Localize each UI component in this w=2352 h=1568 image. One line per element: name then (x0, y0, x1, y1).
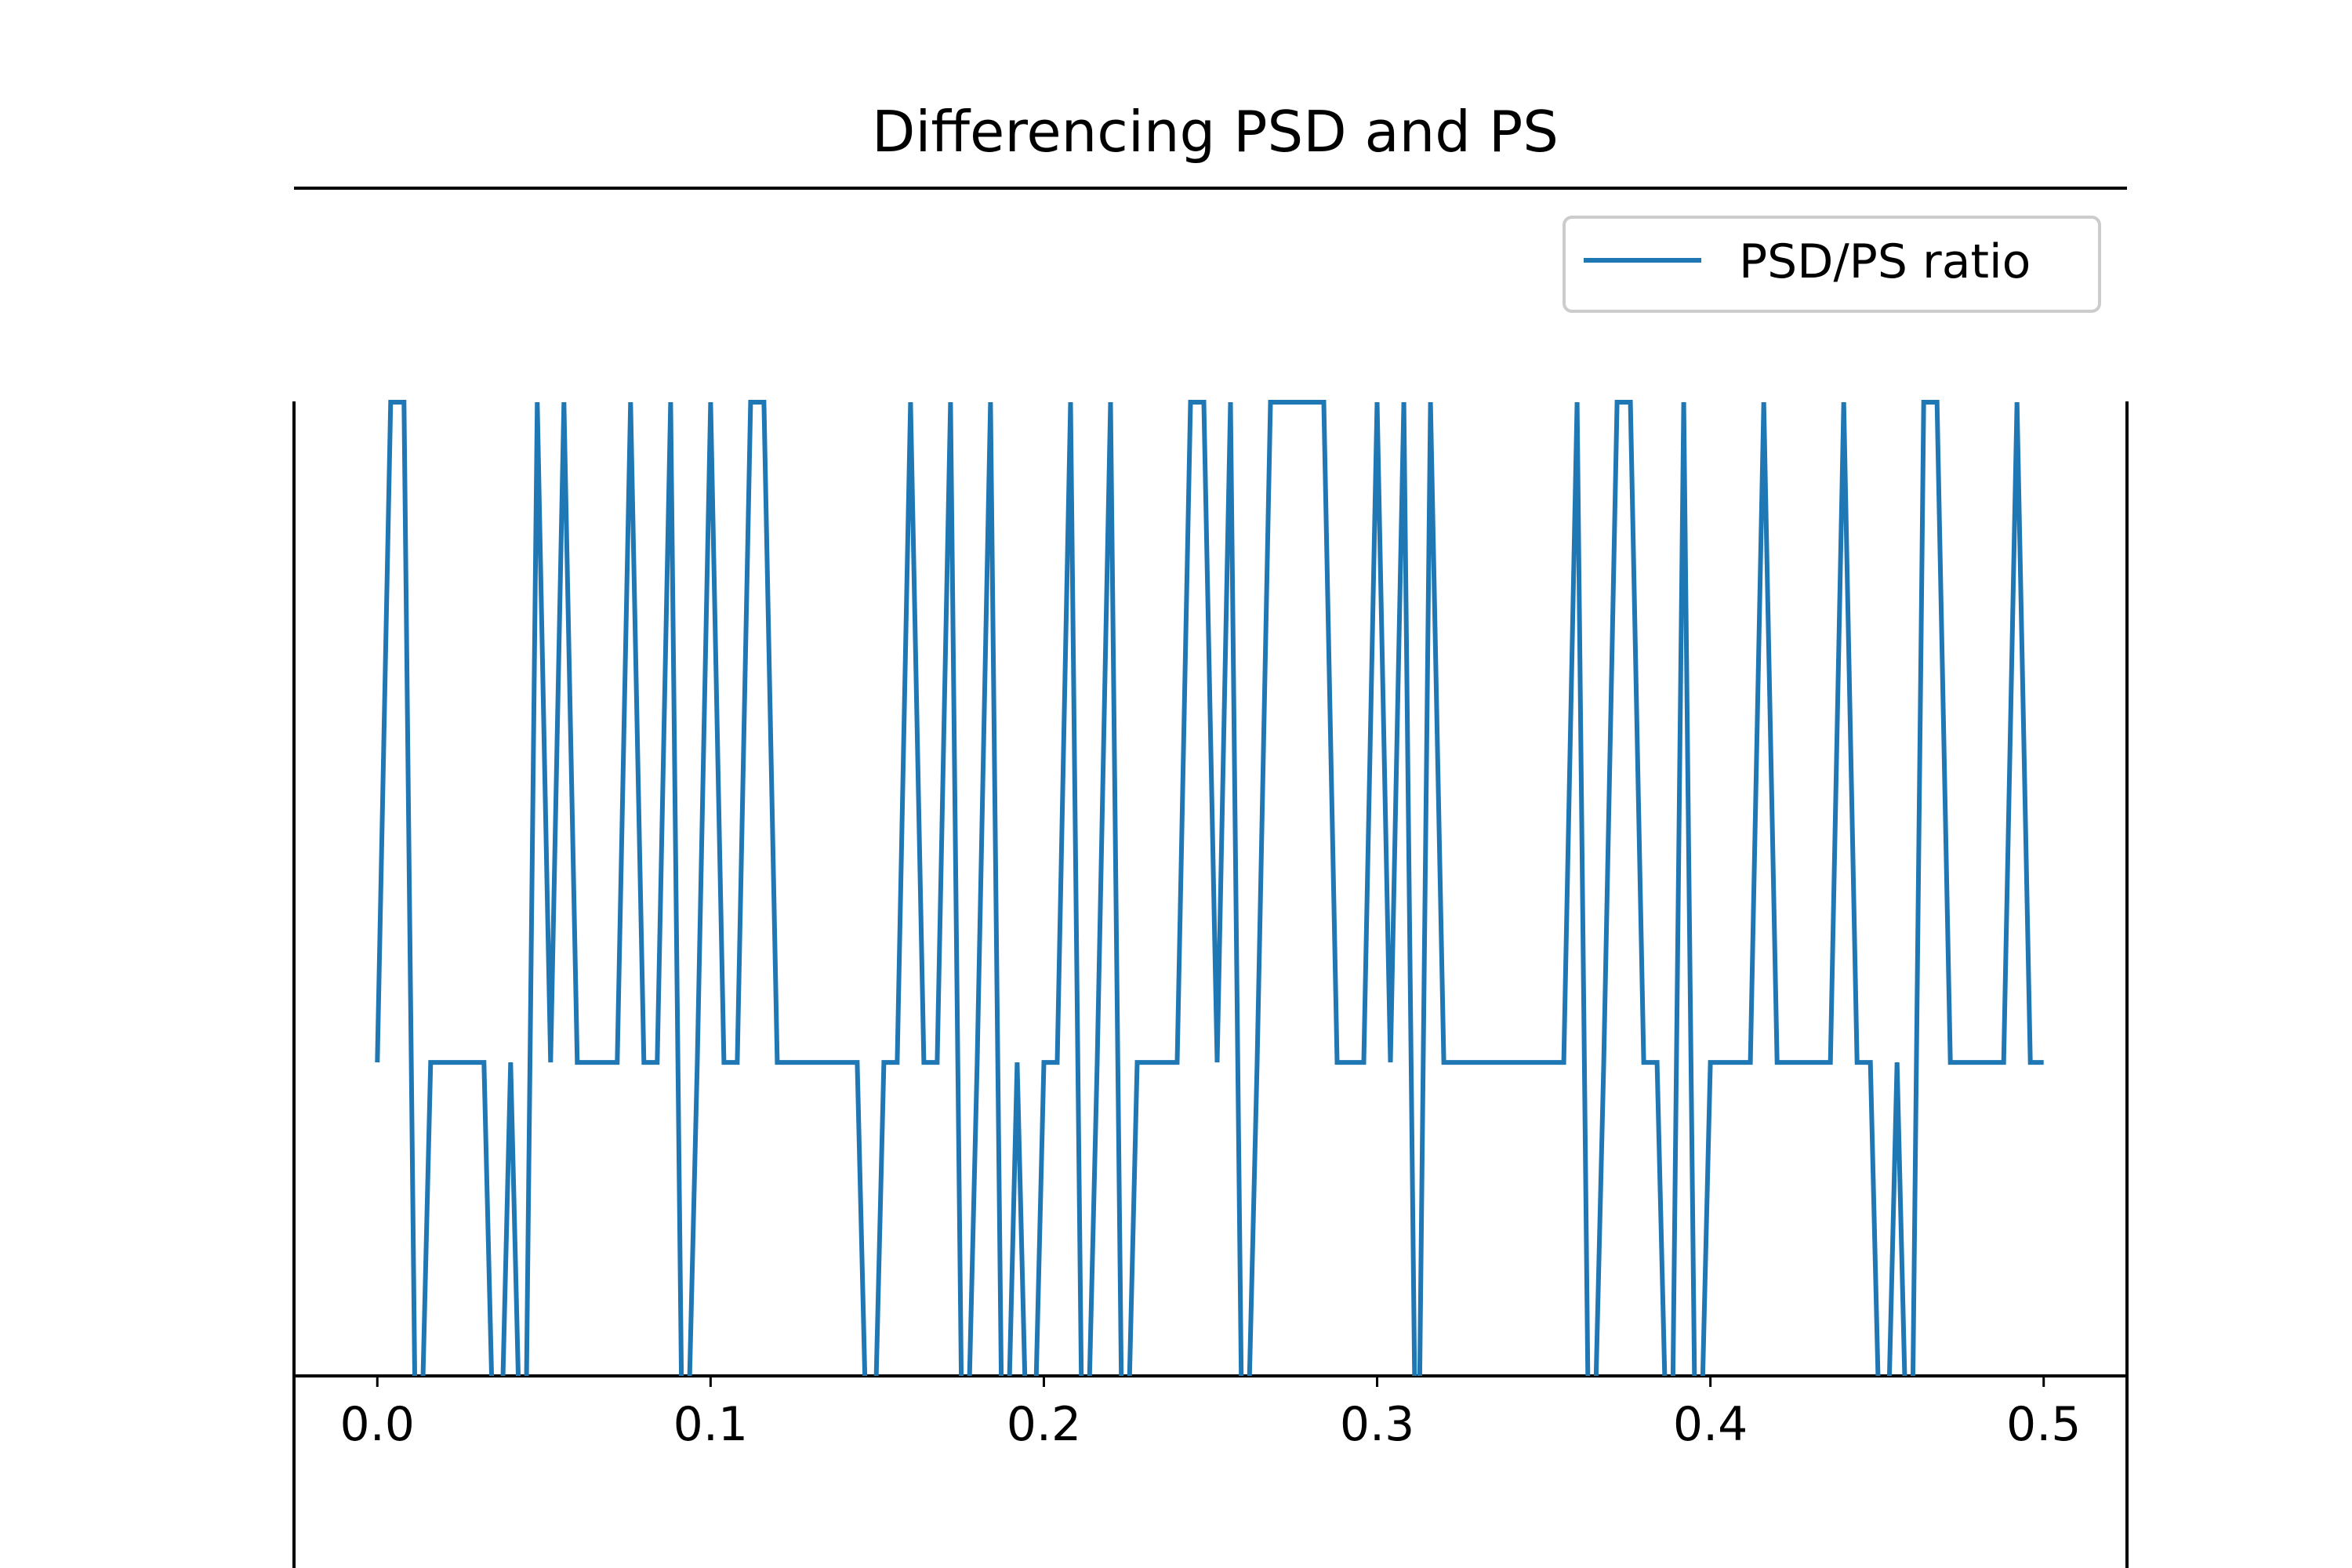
x-tick-label: 0.2 (1007, 1397, 1081, 1452)
legend-label: PSD/PS ratio (1739, 234, 2031, 289)
x-tick-label: 0.5 (2006, 1397, 2081, 1452)
series-line-psd-ps-ratio (375, 400, 2044, 1376)
axes: 0.0 0.1 0.2 0.3 0.4 0.5 (292, 401, 2129, 1568)
chart-title: Differencing PSD and PS (872, 99, 1559, 165)
x-ticks: 0.0 0.1 0.2 0.3 0.4 0.5 (340, 1376, 2081, 1452)
x-tick-label: 0.0 (340, 1397, 415, 1452)
series-layer (375, 400, 2044, 1376)
legend-frame (1563, 216, 2101, 313)
x-tick-label: 0.1 (673, 1397, 748, 1452)
x-tick-label: 0.3 (1340, 1397, 1414, 1452)
x-tick-label: 0.4 (1673, 1397, 1748, 1452)
legend: PSD/PS ratio (1563, 216, 2101, 313)
